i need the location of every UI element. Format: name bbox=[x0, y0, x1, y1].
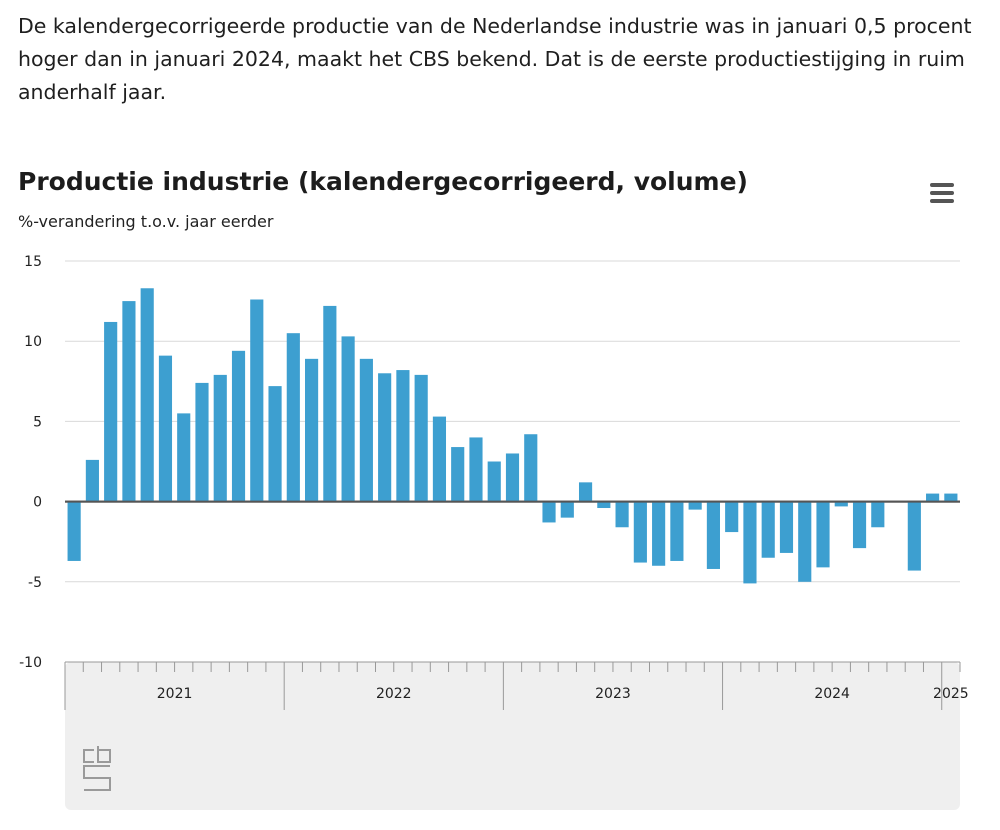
bar bbox=[432, 416, 447, 502]
bar bbox=[615, 501, 629, 528]
x-year-label: 2023 bbox=[595, 686, 631, 702]
bar bbox=[140, 288, 154, 502]
bar bbox=[670, 501, 684, 561]
bar bbox=[597, 501, 611, 509]
y-tick-label: 5 bbox=[33, 414, 42, 430]
bar bbox=[706, 501, 720, 569]
bar bbox=[907, 501, 921, 571]
y-tick-label: 10 bbox=[24, 334, 42, 350]
intro-paragraph: De kalendergecorrigeerde productie van d… bbox=[18, 14, 972, 104]
x-year-label: 2025 bbox=[933, 686, 969, 702]
bar bbox=[85, 459, 99, 502]
y-tick-label: 15 bbox=[24, 254, 42, 270]
bar bbox=[542, 501, 556, 523]
bar bbox=[688, 501, 702, 510]
bar bbox=[852, 501, 867, 549]
bar bbox=[250, 299, 264, 502]
bar bbox=[652, 501, 666, 566]
bar bbox=[305, 358, 319, 502]
bar bbox=[779, 501, 794, 553]
y-axis-label: %-verandering t.o.v. jaar eerder bbox=[18, 212, 274, 231]
bar bbox=[469, 437, 483, 502]
bar bbox=[761, 501, 775, 558]
bar bbox=[926, 493, 940, 502]
chart-title: Productie industrie (kalendergecorrigeer… bbox=[18, 167, 748, 196]
bar bbox=[213, 374, 227, 502]
x-year-label: 2022 bbox=[376, 686, 412, 702]
bar bbox=[871, 501, 885, 528]
bar bbox=[286, 333, 300, 502]
bar bbox=[396, 370, 410, 502]
bar-chart: 15 10 5 0 -5 -10 2021 2022 2023 2024 2025 bbox=[19, 254, 969, 810]
bar bbox=[505, 453, 520, 502]
x-year-label: 2021 bbox=[157, 686, 193, 702]
hamburger-menu-icon[interactable] bbox=[926, 180, 960, 208]
bar bbox=[122, 301, 136, 502]
bar bbox=[834, 501, 848, 507]
bar bbox=[816, 501, 830, 568]
bar bbox=[323, 305, 337, 502]
bar bbox=[359, 358, 373, 502]
bar bbox=[268, 386, 282, 502]
bar bbox=[487, 461, 501, 502]
bar bbox=[524, 434, 538, 502]
bar bbox=[67, 501, 81, 561]
y-tick-label: -5 bbox=[28, 575, 42, 591]
bar bbox=[633, 501, 647, 563]
y-tick-label: 0 bbox=[33, 495, 42, 511]
bar bbox=[944, 493, 958, 502]
bar bbox=[725, 501, 739, 533]
bar bbox=[451, 447, 465, 502]
navigator-area bbox=[65, 662, 960, 810]
bar bbox=[158, 355, 173, 502]
bar bbox=[104, 321, 118, 502]
bar bbox=[231, 350, 246, 502]
bar bbox=[798, 501, 812, 582]
bar bbox=[177, 413, 191, 502]
cbs-logo bbox=[83, 746, 111, 791]
bar bbox=[378, 373, 392, 502]
x-year-label: 2024 bbox=[814, 686, 850, 702]
bar bbox=[743, 501, 757, 584]
bar bbox=[341, 336, 355, 502]
bar bbox=[578, 482, 593, 502]
bar bbox=[414, 374, 428, 502]
y-tick-label: -10 bbox=[19, 655, 42, 671]
bar bbox=[560, 501, 574, 518]
bar bbox=[195, 382, 209, 502]
